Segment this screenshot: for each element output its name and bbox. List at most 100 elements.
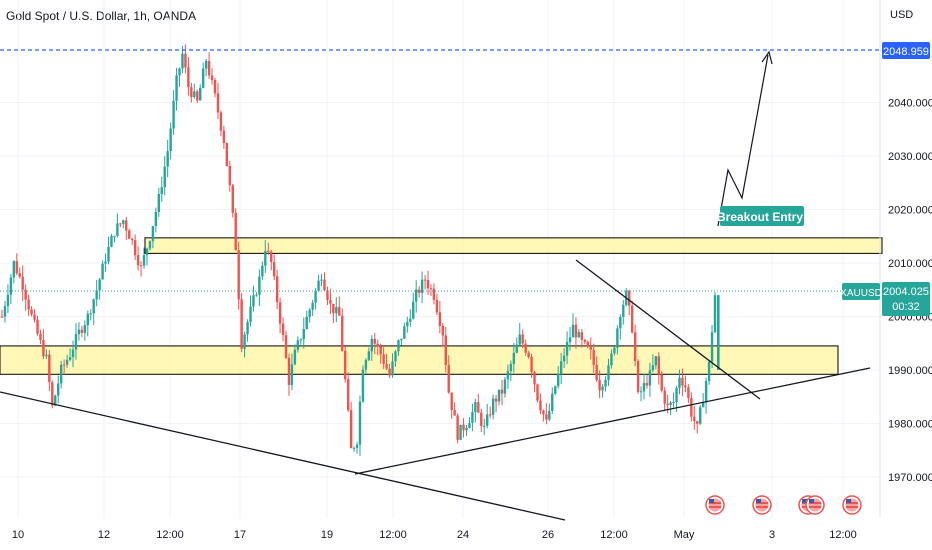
candle-body [74,334,78,350]
candle-body [645,382,649,386]
candle-body [636,361,640,392]
candle-body [619,316,622,329]
candle-body [426,280,430,289]
candle-body [610,353,613,366]
candle-body [456,415,459,440]
candle-body [361,369,365,402]
candle-body [444,335,447,366]
zones [0,237,883,375]
candle-body [400,338,403,341]
candle-body [533,372,536,385]
x-tick-label: 26 [542,529,554,541]
candle-body [243,334,246,349]
candle-body [305,316,308,330]
candle-body [36,319,39,334]
candle-body [278,302,282,324]
us-event-flag-icon[interactable] [842,495,862,515]
candle-body [468,422,471,428]
price-badges: 2048.959 XAUUSD 2004.025 00:32 [840,42,930,316]
x-tick-label: May [674,529,695,541]
candle-body [166,151,169,167]
candle-body [234,212,237,251]
candle-body [675,387,678,403]
candle-body [352,447,356,449]
candle-body [500,389,504,394]
candle-body [45,354,48,357]
candle-body [506,371,510,380]
candle-body [684,385,687,388]
candle-body [574,324,578,338]
candle-body [104,261,107,264]
x-tick-label: 24 [457,529,469,541]
candle-body [332,303,335,314]
axes: 1970.0001980.0001990.0002000.0002010.000… [12,0,932,541]
candle-body [125,220,128,231]
candle-body [580,332,584,340]
candle-body [681,377,684,386]
economic-events[interactable] [705,495,862,515]
candle-body [65,359,69,365]
zone-resistance [144,237,883,254]
candle-body [515,344,518,353]
us-event-flag-icon[interactable] [805,495,825,515]
candle-body [494,398,498,402]
candle-body [701,402,705,408]
candle-body [130,238,134,241]
candle-body [252,295,255,307]
candle-body [509,363,513,372]
candle-body [450,392,453,410]
candle-body [39,333,42,341]
candle-body [228,166,232,186]
candle-body [261,265,264,277]
candle-body [432,288,436,300]
candle-body [480,412,483,427]
candle-body [630,305,634,333]
candle-body [86,313,89,326]
candle-body [462,424,465,431]
candle-body [435,299,439,313]
x-tick-label: 10 [12,529,24,541]
candle-body [201,68,205,88]
candle-body [54,395,57,406]
candle-body [693,416,696,422]
candle-body [128,230,131,239]
candle-body [403,326,406,339]
candle-body [465,427,468,431]
candle-body [172,100,175,129]
candle-body [290,364,294,385]
candle-body [518,334,521,345]
candle-body [287,358,291,385]
candle-body [666,403,669,405]
candle-body [527,352,530,357]
candle-body [178,68,181,76]
candle-body [139,265,143,267]
candle-body [187,67,190,88]
target-price-badge [882,42,930,59]
candle-body [483,425,486,427]
candle-body [83,325,87,333]
candle-body [207,61,211,76]
candle-body [21,276,24,290]
candle-body [438,312,442,326]
candle-body [571,324,575,338]
candle-body [110,235,113,247]
us-event-flag-icon[interactable] [705,495,725,515]
candle-body [678,377,681,388]
candle-body [326,290,329,300]
candle-body [589,346,592,350]
candle-body [651,365,655,371]
y-tick-label: 1970.000 [888,472,932,484]
candle-body [592,349,595,365]
candle-body [320,279,323,281]
candle-body [521,334,524,344]
candle-body [181,53,184,69]
candle-body [559,361,563,374]
candle-body [565,342,569,356]
candle-body [699,407,702,424]
us-event-flag-icon[interactable] [752,495,772,515]
candle-body [142,255,146,266]
x-tick-label: 19 [321,529,333,541]
candle-body [27,299,30,310]
candle-body [136,255,140,266]
